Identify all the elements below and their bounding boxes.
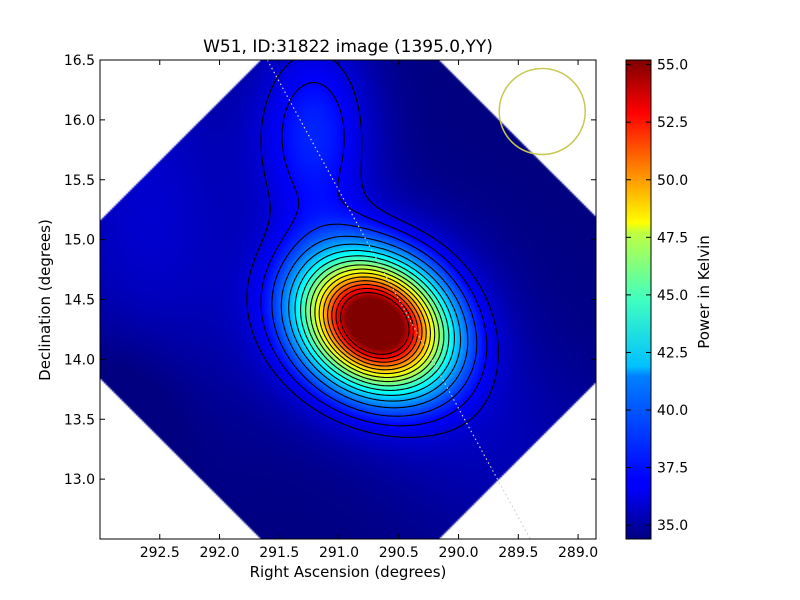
contour-line (280, 235, 469, 409)
contour-line (322, 276, 427, 371)
colorbar-tick-label: 50.0 (657, 173, 688, 189)
x-tick-label: 291.5 (259, 545, 299, 561)
colorbar (625, 59, 652, 540)
colorbar-tick-label: 35.0 (657, 518, 688, 534)
contour-line (340, 291, 410, 355)
x-tick-label: 290.5 (379, 545, 419, 561)
contour-line (288, 243, 462, 402)
colorbar-tick-label: 47.5 (657, 230, 688, 246)
y-tick-label: 15.5 (64, 173, 95, 189)
y-axis: 13.0 13.5 14.0 14.5 15.0 15.5 16.0 16.5 (64, 53, 596, 488)
contour-line (309, 264, 440, 383)
colorbar-label: Power in Kelvin (695, 235, 713, 349)
colorbar-tick-label: 52.5 (657, 115, 688, 131)
contour-line (246, 60, 499, 438)
colorbar-tick-label: 42.5 (657, 345, 688, 361)
y-tick-label: 13.0 (64, 472, 95, 488)
contour-line (327, 280, 423, 367)
x-axis-label: Right Ascension (degrees) (250, 563, 447, 581)
plot-area (100, 60, 596, 539)
y-tick-label: 13.5 (64, 412, 95, 428)
galactic-plane-line (266, 60, 531, 539)
x-axis: 292.5 292.0 291.5 291.0 290.5 290.0 289.5 289.0 (140, 60, 598, 561)
colorbar-tick-label: 45.0 (657, 288, 688, 304)
beam-circle (498, 67, 586, 156)
x-tick-label: 289.0 (558, 545, 598, 561)
contour-line (300, 255, 450, 391)
y-tick-label: 16.5 (64, 53, 95, 69)
x-tick-label: 292.0 (199, 545, 239, 561)
contour-line (271, 223, 478, 417)
x-tick-label: 292.5 (140, 545, 180, 561)
colorbar-ticks: 35.0 37.5 40.0 42.5 45.0 47.5 50.0 52.5 55.0 (626, 58, 688, 534)
chart-title: W51, ID:31822 image (1395.0,YY) (203, 37, 493, 57)
contour-line (335, 287, 415, 359)
contour-line (305, 260, 445, 387)
y-tick-label: 16.0 (64, 113, 95, 129)
colorbar-tick-label: 40.0 (657, 403, 688, 419)
contour-lines (246, 60, 499, 438)
x-tick-label: 291.0 (319, 545, 359, 561)
contour-line (260, 81, 488, 427)
y-axis-label: Declination (degrees) (36, 219, 54, 381)
y-tick-label: 14.0 (64, 352, 95, 368)
contour-line (314, 268, 436, 379)
x-tick-label: 290.0 (439, 545, 479, 561)
contour-line (331, 284, 419, 363)
colorbar-tick-label: 37.5 (657, 461, 688, 477)
x-tick-label: 289.5 (498, 545, 538, 561)
contour-line (318, 272, 431, 375)
y-tick-label: 15.0 (64, 233, 95, 249)
y-tick-label: 14.5 (64, 293, 95, 309)
colorbar-tick-label: 55.0 (657, 58, 688, 74)
